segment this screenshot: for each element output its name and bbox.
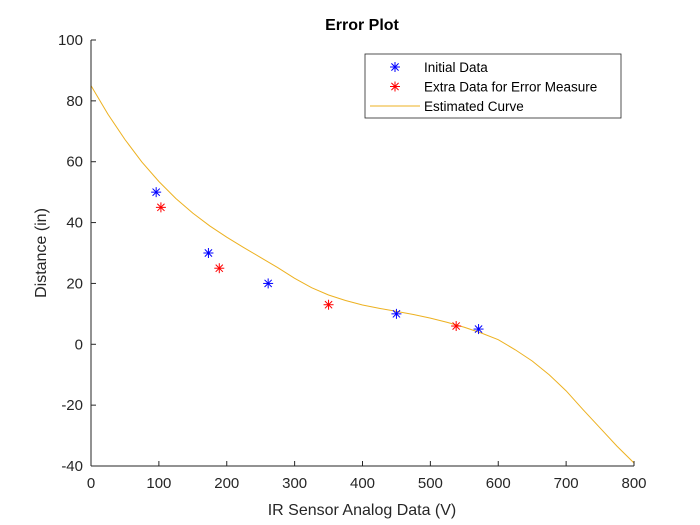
initial-data-point [203,248,214,258]
x-tick-label: 200 [214,475,239,492]
initial-data-point [473,324,484,335]
x-tick-label: 600 [486,475,511,492]
x-tick-label: 300 [282,475,307,492]
plot-area [91,85,634,464]
legend: Initial Data Extra Data for Error Measure… [364,53,622,119]
y-tick-label: -40 [61,458,83,475]
y-tick-label: 0 [75,336,83,353]
initial-data-point [391,308,402,319]
x-tick-label: 100 [146,475,171,492]
y-tick-label: -20 [61,397,83,414]
initial-data-point [151,187,162,198]
legend-entry-label: Estimated Curve [424,99,524,114]
legend-entry-label: Extra Data for Error Measure [424,80,597,95]
x-tick-label: 400 [350,475,375,492]
x-axis-ticks: 0 100 200 300 400 500 600 700 800 [87,461,647,492]
marker-layer [151,187,484,335]
x-tick-label: 700 [554,475,579,492]
x-tick-label: 800 [621,475,646,492]
extra-data-point [323,299,334,310]
extra-data-point [155,202,166,213]
y-tick-label: 20 [66,275,83,292]
estimated-curve-line [91,85,634,464]
y-axis-ticks: -40 -20 0 20 40 60 80 100 [58,32,96,475]
extra-data-point [214,263,225,274]
x-axis-label: IR Sensor Analog Data (V) [268,502,457,519]
curve-layer [91,85,634,464]
x-tick-label: 0 [87,475,95,492]
y-axis-label: Distance (in) [33,208,50,298]
y-tick-label: 100 [58,32,83,49]
y-tick-label: 40 [66,215,83,232]
x-tick-label: 500 [418,475,443,492]
legend-box [364,53,622,119]
legend-entry-label: Initial Data [424,60,488,75]
extra-data-point [451,321,462,332]
y-tick-label: 60 [66,154,83,171]
legend-marker-swatch [390,81,400,92]
legend-entries: Initial Data Extra Data for Error Measure… [370,60,597,114]
initial-data-point [263,278,274,289]
y-tick-label: 80 [66,93,83,110]
chart-title: Error Plot [325,17,399,34]
legend-marker-swatch [390,62,400,72]
